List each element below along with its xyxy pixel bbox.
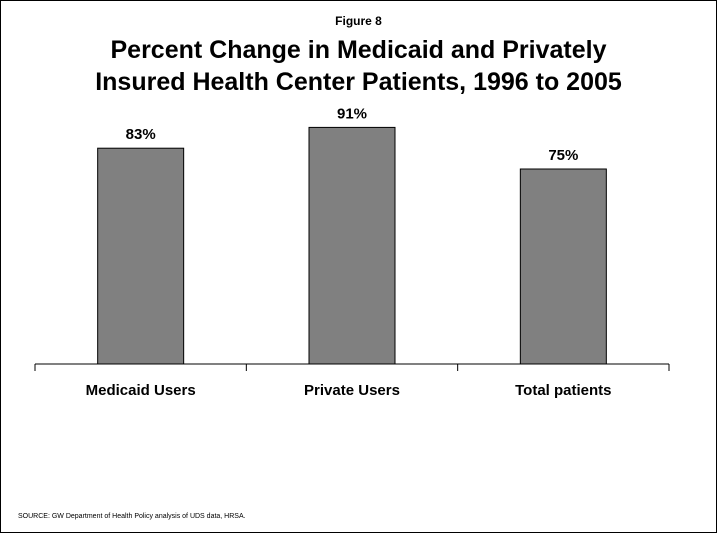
data-label: 83%: [126, 126, 156, 143]
chart-title: Percent Change in Medicaid and Privately…: [20, 34, 697, 98]
data-label: 75%: [548, 147, 578, 164]
category-label: Total patients: [515, 382, 611, 399]
bar-total-patients: [519, 168, 607, 365]
chart-title-line-1: Percent Change in Medicaid and Privately: [110, 36, 607, 64]
category-label: Medicaid Users: [86, 382, 196, 399]
bar-medicaid-users: [97, 147, 185, 365]
chart-title-line-2: Insured Health Center Patients, 1996 to …: [95, 68, 622, 96]
figure-label: Figure 8: [335, 14, 382, 28]
source-note: SOURCE: GW Department of Health Policy a…: [18, 513, 246, 520]
data-label: 91%: [337, 105, 367, 122]
category-label: Private Users: [304, 382, 400, 399]
bar-private-users: [308, 126, 396, 365]
